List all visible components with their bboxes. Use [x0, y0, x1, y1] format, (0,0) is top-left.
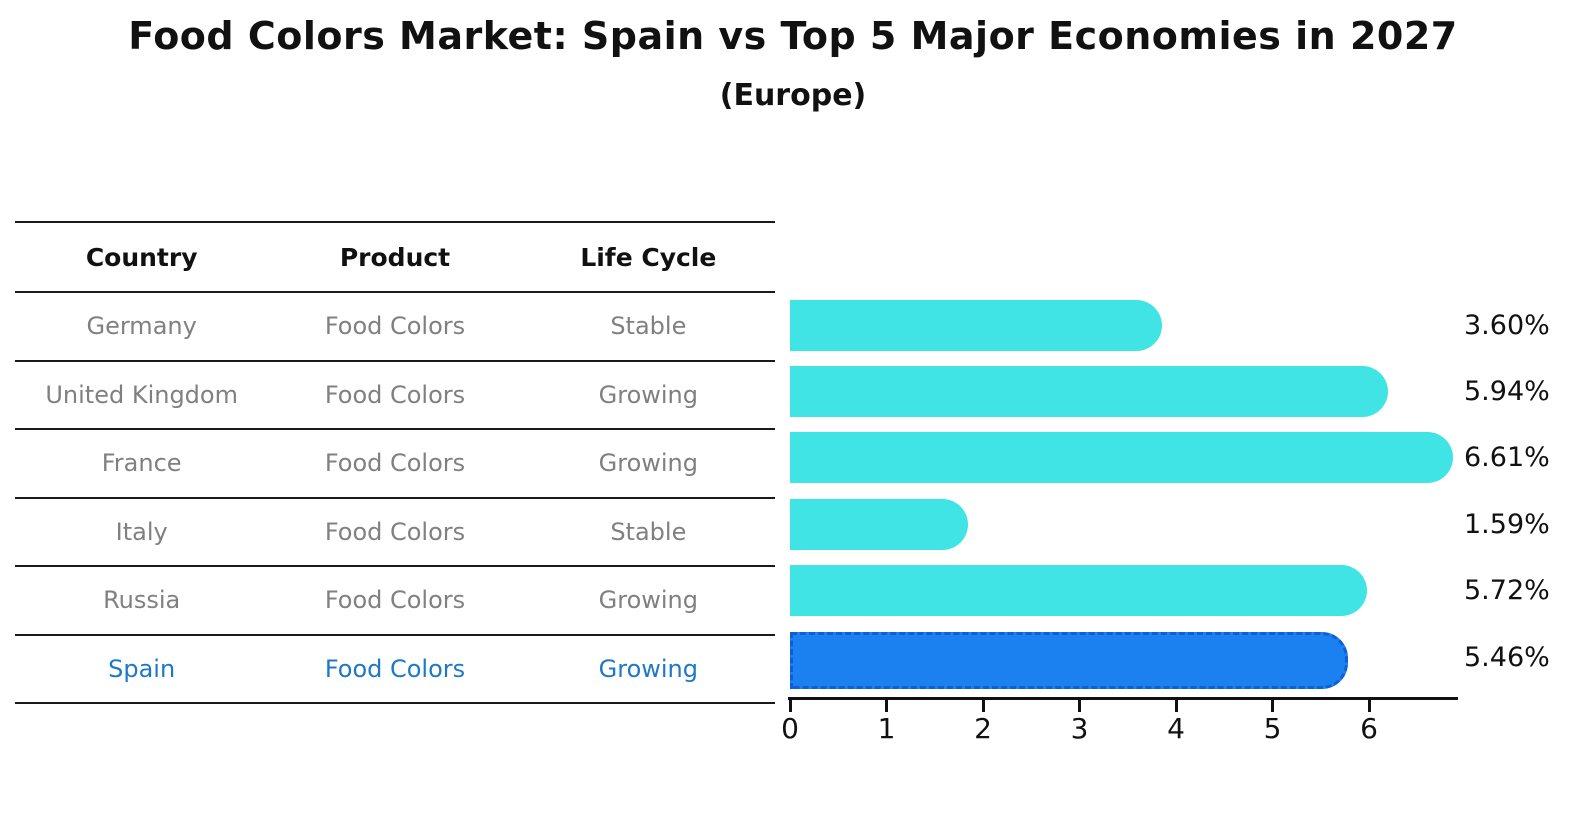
bar-italy: [790, 498, 968, 550]
cell-product: Food Colors: [268, 497, 522, 567]
cell-country: France: [15, 429, 269, 499]
column-header-life-cycle: Life Cycle: [521, 221, 775, 293]
cell-product: Food Colors: [268, 634, 522, 704]
x-tick-3: [1078, 700, 1081, 712]
bar-spain: [790, 631, 1348, 689]
table-row-italy: Italy Food Colors Stable: [15, 497, 775, 567]
country-table: Country Product Life Cycle Germany Food …: [15, 221, 775, 704]
cell-life-cycle: Growing: [521, 360, 775, 430]
value-label-russia: 5.72%: [1464, 575, 1550, 607]
cell-country: United Kingdom: [15, 360, 269, 430]
x-tick-label-0: 0: [781, 712, 799, 745]
table-row-russia: Russia Food Colors Growing: [15, 566, 775, 636]
x-tick-6: [1367, 700, 1371, 712]
cell-product: Food Colors: [268, 360, 522, 430]
cell-product: Food Colors: [268, 429, 522, 499]
x-tick-label-1: 1: [877, 712, 896, 745]
x-tick-label-5: 5: [1263, 712, 1282, 745]
cell-life-cycle: Growing: [521, 634, 775, 704]
value-label-italy: 1.59%: [1464, 508, 1550, 540]
x-tick-label-4: 4: [1167, 712, 1185, 745]
value-label-united-kingdom: 5.94%: [1464, 375, 1550, 407]
value-label-germany: 3.60%: [1464, 309, 1550, 341]
bar-united-kingdom: [790, 365, 1388, 417]
cell-life-cycle: Stable: [521, 292, 775, 362]
table-row-germany: Germany Food Colors Stable: [15, 292, 775, 362]
column-header-country: Country: [15, 221, 269, 293]
chart-subtitle: (Europe): [719, 78, 867, 113]
cell-country: Spain: [15, 634, 269, 704]
table-row-spain: Spain Food Colors Growing: [15, 634, 775, 704]
cell-life-cycle: Stable: [521, 497, 775, 567]
value-label-spain: 5.46%: [1464, 641, 1550, 673]
bar-france: [790, 432, 1453, 484]
table-row-united-kingdom: United Kingdom Food Colors Growing: [15, 360, 775, 430]
x-tick-2: [981, 700, 985, 712]
x-tick-4: [1174, 700, 1178, 712]
x-tick-1: [885, 700, 888, 712]
cell-country: Germany: [15, 292, 269, 362]
cell-life-cycle: Growing: [521, 429, 775, 499]
cell-life-cycle: Growing: [521, 566, 775, 636]
cell-product: Food Colors: [268, 292, 522, 362]
x-axis-line: [788, 697, 1458, 700]
x-tick-5: [1271, 700, 1274, 712]
x-tick-label-3: 3: [1070, 712, 1089, 745]
chart-title: Food Colors Market: Spain vs Top 5 Major…: [128, 14, 1458, 58]
bar-russia: [790, 565, 1367, 617]
bar-germany: [790, 299, 1162, 351]
column-header-product: Product: [268, 221, 522, 293]
cell-product: Food Colors: [268, 566, 522, 636]
x-tick-label-6: 6: [1360, 712, 1378, 745]
cell-country: Russia: [15, 566, 269, 636]
value-label-france: 6.61%: [1464, 442, 1550, 474]
x-tick-label-2: 2: [974, 712, 992, 745]
table-row-france: France Food Colors Growing: [15, 429, 775, 499]
table-header-row: Country Product Life Cycle: [15, 221, 775, 293]
cell-country: Italy: [15, 497, 269, 567]
x-tick-0: [788, 700, 792, 712]
